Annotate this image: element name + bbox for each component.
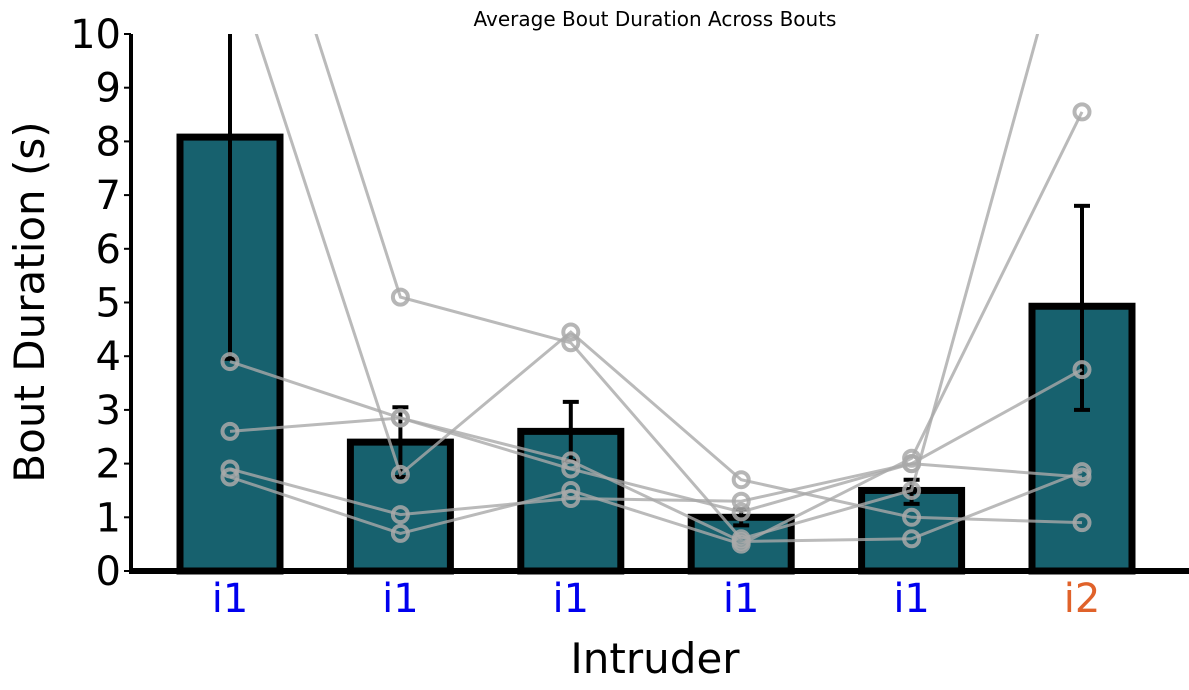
individual-line xyxy=(314,34,1040,541)
individual-point xyxy=(390,408,410,428)
individual-point xyxy=(220,352,240,372)
individual-point xyxy=(731,470,751,490)
individual-point xyxy=(390,523,410,543)
x-ticks-layer: i1 i1 i1 i1 i1 i2 xyxy=(212,576,1101,622)
individual-point xyxy=(902,480,922,500)
individual-point xyxy=(561,489,581,509)
x-tick-label: i2 xyxy=(1064,576,1101,622)
individual-lines-layer xyxy=(220,34,1092,554)
individual-point xyxy=(731,502,751,522)
individual-point xyxy=(561,333,581,353)
individual-point xyxy=(1072,102,1092,122)
y-tick-label: 5 xyxy=(96,281,121,327)
x-tick-label: i1 xyxy=(893,576,930,622)
individual-point xyxy=(1072,360,1092,380)
individual-line xyxy=(229,360,1083,543)
y-tick-label: 10 xyxy=(70,12,121,58)
individual-point xyxy=(390,464,410,484)
individual-point xyxy=(220,421,240,441)
y-axis-label: Bout Duration (s) xyxy=(5,121,54,482)
y-tick-label: 1 xyxy=(96,495,121,541)
individual-point xyxy=(561,322,581,342)
x-axis-label: Intruder xyxy=(570,634,740,683)
individual-point xyxy=(1072,513,1092,533)
y-tick-label: 9 xyxy=(96,66,121,112)
individual-point xyxy=(731,529,751,549)
individual-line xyxy=(229,111,1084,546)
chart-title: Average Bout Duration Across Bouts xyxy=(474,7,837,31)
x-tick-label: i1 xyxy=(212,576,249,622)
x-tick-label: i1 xyxy=(553,576,590,622)
y-tick-label: 8 xyxy=(96,119,121,165)
y-tick-label: 3 xyxy=(96,388,121,434)
y-ticks-layer: 0 1 2 3 4 5 6 7 8 9 10 xyxy=(70,12,131,595)
x-tick-label: i1 xyxy=(723,576,760,622)
individual-point xyxy=(561,451,581,471)
y-tick-label: 4 xyxy=(96,334,121,380)
individual-point xyxy=(390,505,410,525)
y-tick-label: 7 xyxy=(96,173,121,219)
y-tick-label: 0 xyxy=(96,549,121,595)
y-tick-label: 6 xyxy=(96,227,121,273)
individual-line xyxy=(254,34,1083,525)
individual-point xyxy=(902,507,922,527)
individual-point xyxy=(902,529,922,549)
individual-point xyxy=(731,491,751,511)
bars-layer xyxy=(176,133,1136,575)
individual-point xyxy=(390,287,410,307)
individual-point xyxy=(220,459,240,479)
individual-point xyxy=(1072,462,1092,482)
y-tick-label: 2 xyxy=(96,442,121,488)
x-tick-label: i1 xyxy=(382,576,419,622)
individual-line xyxy=(229,368,1083,514)
